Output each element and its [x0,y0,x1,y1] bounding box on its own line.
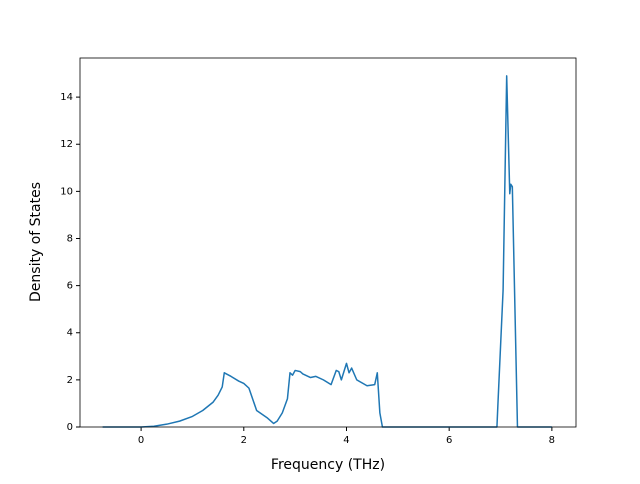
y-tick-label: 2 [67,375,73,386]
y-tick-label: 4 [67,328,73,339]
x-tick-label: 4 [343,435,349,446]
x-tick-label: 8 [549,435,555,446]
x-tick-label: 6 [446,435,452,446]
y-axis-label: Density of States [28,182,44,302]
y-tick-label: 14 [60,92,73,103]
y-tick-label: 8 [67,233,73,244]
plot-frame [79,57,577,428]
x-tick-label: 2 [241,435,247,446]
y-tick-label: 10 [60,186,73,197]
y-tick-label: 12 [60,139,73,150]
y-tick-label: 6 [67,281,73,292]
y-tick-label: 0 [67,422,73,433]
x-axis-label: Frequency (THz) [271,457,385,473]
line [102,75,552,428]
x-tick-label: 0 [138,435,144,446]
